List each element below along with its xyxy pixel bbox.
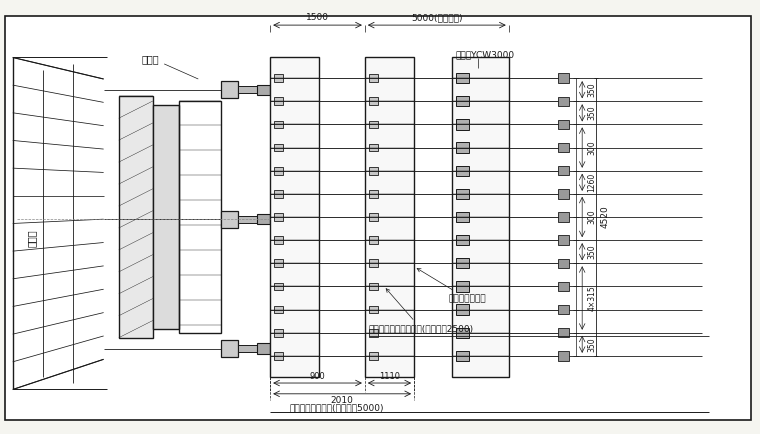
Text: 1110: 1110 (379, 372, 400, 381)
Bar (369, 283, 378, 290)
Text: 350: 350 (587, 337, 597, 352)
Text: 350: 350 (587, 244, 597, 259)
Text: 千斤顶YCW3000: 千斤顶YCW3000 (456, 51, 515, 60)
Text: 350: 350 (587, 105, 597, 120)
Bar (369, 190, 378, 198)
Bar (221, 81, 238, 99)
Bar (369, 167, 378, 174)
Bar (558, 96, 569, 106)
Bar (369, 213, 378, 221)
Bar (558, 166, 569, 175)
Bar (274, 167, 283, 174)
Bar (558, 259, 569, 268)
Bar (274, 213, 283, 221)
Bar (456, 212, 470, 222)
Bar (274, 329, 283, 337)
Bar (456, 328, 470, 338)
Bar (369, 236, 378, 244)
Bar (558, 305, 569, 314)
Bar (456, 351, 470, 361)
Bar (456, 142, 470, 153)
Text: 350: 350 (587, 82, 597, 97)
Bar (153, 105, 179, 329)
Bar (369, 329, 378, 337)
Text: 猫道承重索调整小拉杆(调整范围2500): 猫道承重索调整小拉杆(调整范围2500) (369, 289, 473, 333)
Bar (369, 121, 378, 128)
Bar (456, 189, 470, 199)
Bar (221, 340, 238, 357)
Text: 300: 300 (587, 140, 597, 155)
Bar (221, 210, 238, 228)
Bar (456, 304, 470, 315)
Text: 2010: 2010 (331, 396, 353, 405)
Bar (119, 96, 153, 338)
Bar (238, 345, 257, 352)
Bar (274, 144, 283, 151)
Bar (558, 328, 569, 338)
Text: 4520: 4520 (600, 206, 610, 228)
Bar (274, 283, 283, 290)
Bar (456, 73, 470, 83)
Bar (558, 120, 569, 129)
Bar (257, 343, 271, 354)
Text: 4×315: 4×315 (587, 285, 597, 311)
Text: 900: 900 (309, 372, 325, 381)
Text: 散索鞍: 散索鞍 (27, 230, 36, 247)
Bar (456, 119, 470, 130)
Bar (456, 281, 470, 292)
Bar (369, 260, 378, 267)
Bar (274, 74, 283, 82)
Text: 1260: 1260 (587, 173, 597, 192)
Bar (558, 212, 569, 222)
Bar (369, 144, 378, 151)
Bar (558, 73, 569, 83)
Text: 300: 300 (587, 210, 597, 224)
Bar (274, 260, 283, 267)
Bar (456, 258, 470, 269)
Bar (558, 235, 569, 245)
Text: 5000(调节范围): 5000(调节范围) (411, 13, 463, 22)
Bar (456, 165, 470, 176)
Bar (274, 97, 283, 105)
Bar (179, 101, 221, 333)
Bar (369, 352, 378, 360)
Bar (274, 236, 283, 244)
Bar (257, 214, 271, 224)
Bar (558, 143, 569, 152)
Bar (274, 352, 283, 360)
Bar (238, 86, 257, 93)
Bar (558, 351, 569, 361)
Text: 1500: 1500 (306, 13, 329, 22)
Bar (456, 235, 470, 245)
Text: 猫道锚固调整梁: 猫道锚固调整梁 (417, 269, 486, 303)
Bar (365, 57, 414, 377)
Bar (456, 96, 470, 106)
Bar (271, 57, 319, 377)
Bar (369, 74, 378, 82)
Bar (274, 190, 283, 198)
Bar (274, 121, 283, 128)
Bar (369, 97, 378, 105)
Bar (238, 216, 257, 223)
Text: 锚固点: 锚固点 (141, 55, 159, 65)
Bar (369, 306, 378, 313)
Bar (274, 306, 283, 313)
Bar (558, 189, 569, 199)
Bar (257, 85, 271, 95)
Text: 猫道整体调整拉杆(调整范围5000): 猫道整体调整拉杆(调整范围5000) (289, 403, 384, 412)
Bar (452, 57, 508, 377)
Bar (558, 282, 569, 291)
